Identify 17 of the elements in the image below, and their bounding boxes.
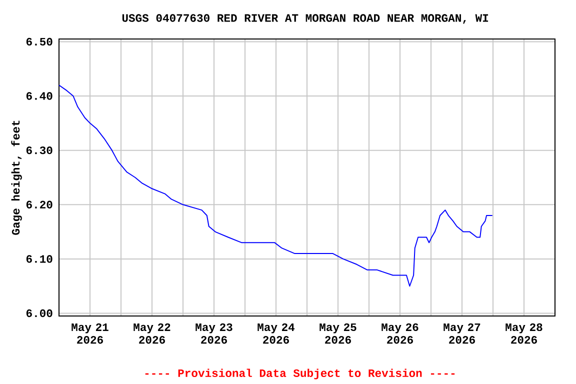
y-tick-label: 6.00 bbox=[26, 309, 52, 318]
y-axis-title: Gage height, feet bbox=[11, 120, 22, 235]
x-tick-label: May 24 2026 bbox=[258, 323, 295, 344]
y-tick-label: 6.10 bbox=[26, 255, 52, 263]
y-tick-label: 6.50 bbox=[26, 38, 52, 46]
x-tick-label: May 26 2026 bbox=[382, 323, 418, 344]
x-tick-label: May 23 2026 bbox=[196, 323, 232, 344]
text: ---- Provisional Data Subject to Revision ---- bbox=[145, 368, 455, 380]
x-tick-label: May 27 2026 bbox=[444, 323, 480, 344]
chart-title: USGS 04077630 RED RIVER AT MORGAN ROAD NEAR MORGAN, WI bbox=[122, 14, 488, 24]
x-tick-label: May 25 2026 bbox=[320, 323, 356, 344]
y-tick-label: 6.40 bbox=[26, 92, 52, 100]
y-tick-label: 6.30 bbox=[26, 146, 52, 154]
y-tick-label: 6.20 bbox=[26, 200, 52, 208]
x-tick-label: May 21 2026 bbox=[72, 323, 108, 344]
x-tick-label: May 28 2026 bbox=[506, 323, 542, 344]
x-tick-label: May 22 2026 bbox=[134, 323, 170, 344]
